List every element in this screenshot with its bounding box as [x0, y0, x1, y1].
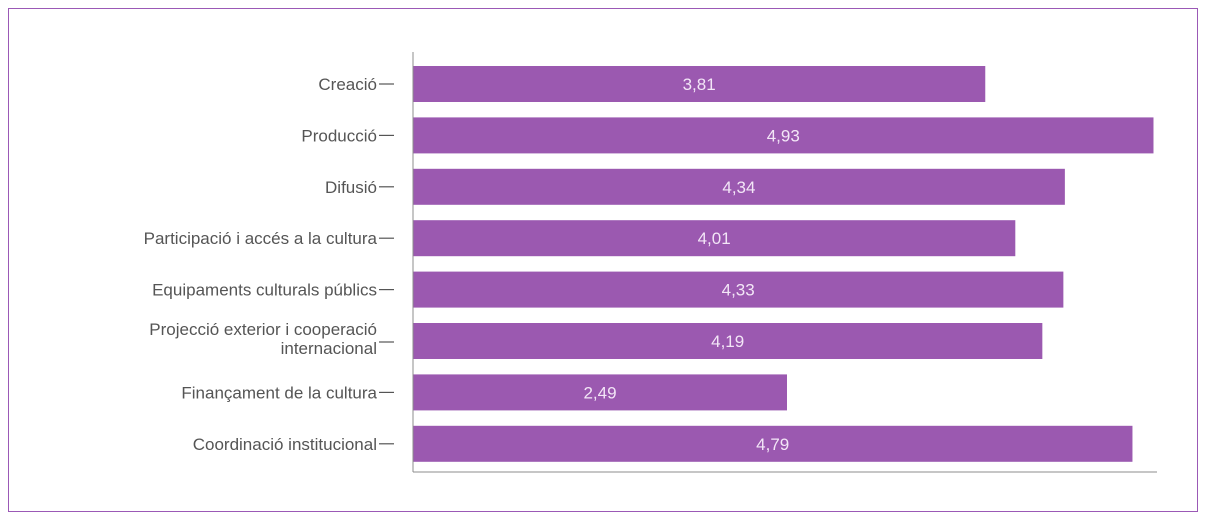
category-label-line: internacional: [281, 339, 377, 358]
category-label: Difusió: [325, 178, 377, 197]
data-label: 4,19: [711, 332, 744, 351]
bar: [413, 425, 1133, 462]
bar: [413, 271, 1064, 308]
data-label: 4,01: [698, 229, 731, 248]
category-label-line: Projecció exterior i cooperació: [149, 320, 377, 339]
data-label: 4,79: [756, 435, 789, 454]
category-label: Participació i accés a la cultura: [144, 229, 378, 248]
bar: [413, 374, 787, 411]
category-label: Finançament de la cultura: [181, 383, 377, 402]
bar: [413, 168, 1065, 205]
category-label: Producció: [301, 126, 377, 145]
data-label: 4,33: [722, 281, 755, 300]
category-label: Equipaments culturals públics: [152, 281, 377, 300]
data-label: 3,81: [683, 75, 716, 94]
bar: [413, 323, 1043, 359]
data-label: 4,34: [722, 178, 755, 197]
bar: [413, 117, 1154, 154]
category-label: Projecció exterior i cooperació internaci…: [149, 320, 377, 358]
data-label: 4,93: [767, 126, 800, 145]
category-label: Coordinació institucional: [193, 435, 377, 454]
data-label: 2,49: [583, 383, 616, 402]
bar: [413, 220, 1016, 257]
category-label: Creació: [318, 75, 377, 94]
bar: [413, 66, 986, 102]
